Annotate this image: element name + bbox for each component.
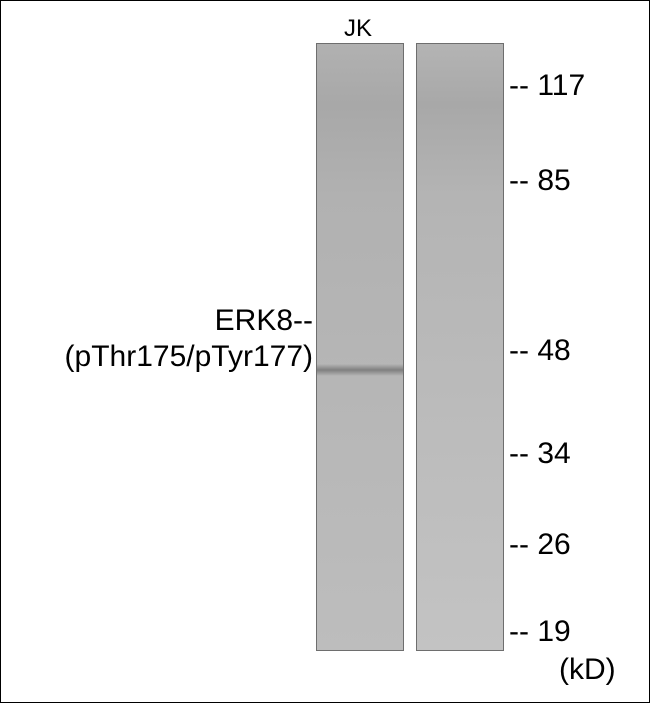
lane-1-bg — [317, 44, 403, 650]
antibody-label: ERK8-- (pThr175/pTyr177) — [65, 303, 313, 375]
mw-marker-34: -- 34 — [509, 437, 571, 471]
mw-marker-48: -- 48 — [509, 334, 571, 368]
lane-2-bg — [417, 44, 503, 650]
mw-marker-85: -- 85 — [509, 164, 571, 198]
lane-2 — [416, 43, 504, 651]
blot-figure: JK ERK8-- (pThr175/pTyr177) -- 117 -- 85 -… — [0, 0, 650, 703]
mw-marker-26: -- 26 — [509, 528, 571, 562]
lane-column-label: JK — [344, 15, 372, 43]
mw-marker-117: -- 117 — [509, 69, 585, 103]
antibody-label-line2: (pThr175/pTyr177) — [65, 339, 313, 375]
lane-1 — [316, 43, 404, 651]
antibody-label-line1: ERK8-- — [65, 303, 313, 339]
mw-marker-19: -- 19 — [509, 615, 571, 649]
unit-label: (kD) — [559, 653, 616, 687]
blot-band — [317, 364, 403, 376]
